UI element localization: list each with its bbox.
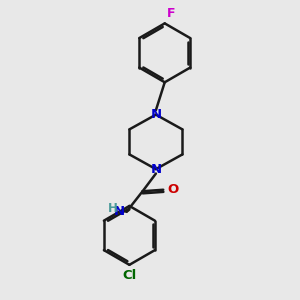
Text: N: N — [150, 163, 161, 176]
Text: N: N — [150, 108, 161, 121]
Text: H: H — [108, 202, 118, 215]
Text: O: O — [167, 183, 178, 196]
Text: N: N — [114, 205, 125, 218]
Text: Cl: Cl — [122, 269, 136, 282]
Text: F: F — [167, 7, 176, 20]
